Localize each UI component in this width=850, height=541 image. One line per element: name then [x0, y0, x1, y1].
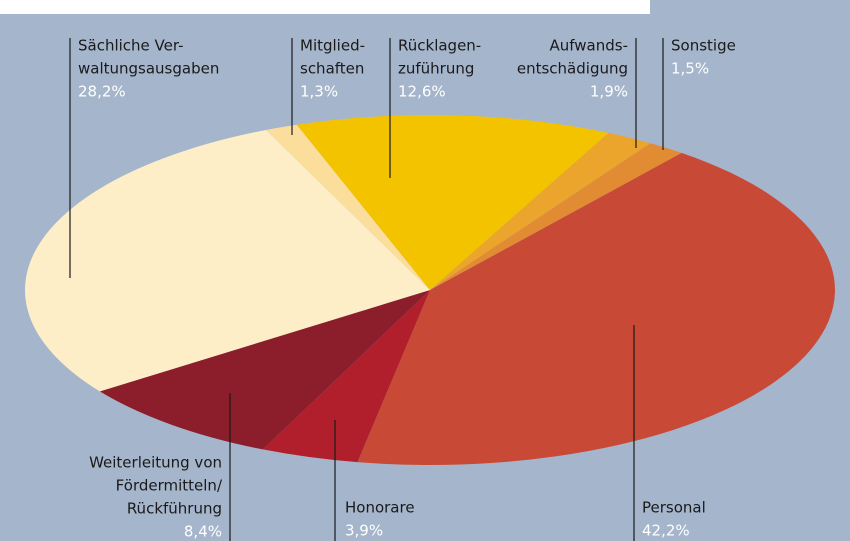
slice-label: Sonstige — [671, 37, 736, 55]
pie-slice — [262, 290, 430, 463]
slice-label: Weiterleitung von — [89, 454, 222, 472]
slice-label: waltungsausgaben — [78, 60, 219, 78]
labels: Personal 42,2% Honorare 3,9% Weiterleitung v… — [69, 37, 736, 541]
value-label: 8,4% — [184, 523, 222, 541]
slice-label: Honorare — [345, 499, 415, 517]
slice-label: Mitglied- — [300, 37, 365, 55]
slice-label: Rückführung — [127, 500, 222, 518]
value-label: 28,2% — [78, 83, 126, 101]
slice-label: zuführung — [398, 60, 474, 78]
value-label: 3,9% — [345, 522, 383, 540]
value-label: 1,3% — [300, 83, 338, 101]
slice-label: schaften — [300, 60, 364, 78]
slice-label: Rücklagen- — [398, 37, 481, 55]
value-label: 1,5% — [671, 60, 709, 78]
slice-label: Sächliche Ver- — [78, 37, 184, 55]
pie-slice — [266, 124, 430, 291]
slice-label: Personal — [642, 499, 706, 517]
slice-label: Fördermitteln/ — [116, 477, 223, 495]
pie-slice — [357, 152, 836, 466]
pie-slice — [430, 132, 651, 290]
value-label: 12,6% — [398, 83, 446, 101]
pie-slice — [430, 143, 682, 290]
slice-label: entschädigung — [517, 60, 628, 78]
slices — [25, 115, 836, 466]
top-bar — [0, 0, 650, 14]
pie-slice — [99, 290, 431, 450]
pie-slice — [25, 129, 431, 392]
value-label: 1,9% — [590, 83, 628, 101]
pie-slice — [296, 115, 609, 291]
slice-label: Aufwands- — [549, 37, 628, 55]
value-label: 42,2% — [642, 522, 690, 540]
